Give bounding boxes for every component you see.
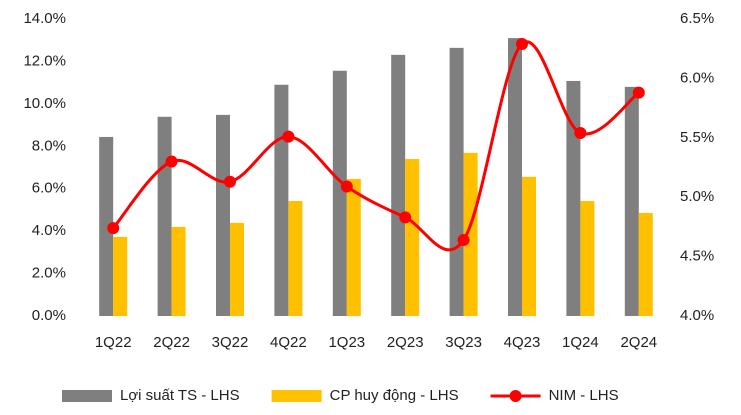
marker [107,222,120,235]
bar [99,136,114,316]
y2-tick-label: 4.0% [680,307,714,324]
x-tick-label: 3Q23 [445,334,482,351]
marker [516,37,528,50]
marker [282,130,295,143]
bar [449,47,464,316]
y2-tick-label: 4.5% [680,248,714,265]
legend-label: CP huy động - LHS [330,387,459,404]
x-tick-label: 2Q23 [387,334,424,351]
bar [274,84,289,316]
legend-label: Lợi suất TS - LHS [120,387,240,404]
x-tick-label: 1Q24 [562,334,599,351]
bar [332,70,347,317]
bar [216,114,230,316]
x-tick-label: 1Q23 [328,334,365,351]
bar [624,86,639,316]
line [112,40,640,252]
legend-label: NIM - LHS [549,387,619,404]
bar [288,201,303,316]
bar [638,212,653,316]
y-tick-label: 12.0% [23,52,66,69]
x-tick-label: 2Q24 [620,334,657,351]
marker [457,233,470,246]
legend-swatch [509,390,522,402]
x-tick-label: 4Q23 [504,334,541,351]
x-tick-label: 4Q22 [270,334,307,351]
x-tick-label: 2Q22 [153,334,190,351]
bar [346,178,361,316]
bar [157,116,172,317]
y-tick-label: 8.0% [32,137,66,154]
x-tick-label: 3Q22 [212,334,249,351]
y-tick-label: 0.0% [32,307,66,324]
y-tick-label: 2.0% [32,265,66,282]
x-tick-label: 1Q22 [95,334,132,351]
bar [580,201,595,316]
marker [165,155,178,168]
legend-swatch [62,390,112,402]
y2-tick-label: 5.5% [680,129,714,146]
bar [508,38,522,316]
marker [340,180,353,193]
y2-tick-label: 6.0% [680,69,714,86]
y-tick-label: 6.0% [32,180,66,197]
bar [463,152,478,316]
marker [632,86,645,99]
bar [171,226,186,316]
y-tick-label: 4.0% [32,222,66,239]
bar [391,54,406,316]
legend-swatch [271,390,322,402]
y2-tick-label: 6.5% [680,10,714,27]
y-tick-label: 14.0% [23,10,66,27]
marker [574,127,587,140]
marker [399,211,412,224]
bar [522,176,536,316]
bar [230,222,244,316]
y2-tick-label: 5.0% [680,188,714,205]
bar [113,236,128,316]
marker [224,175,236,188]
y-tick-label: 10.0% [23,95,66,112]
bar [566,80,581,317]
bar [405,159,420,316]
